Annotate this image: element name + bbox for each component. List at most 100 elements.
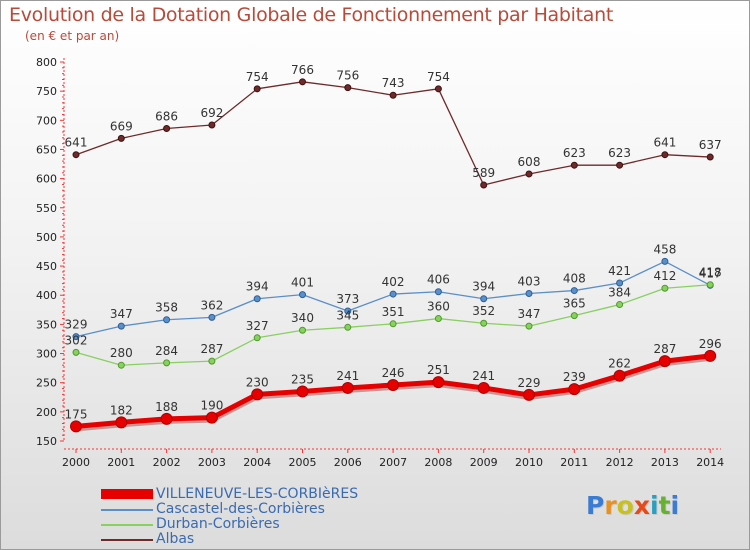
y-tick-label: 400: [36, 289, 57, 302]
data-point: [434, 85, 442, 93]
series-albas: [72, 78, 714, 189]
data-point: [706, 153, 714, 161]
data-label: 287: [653, 342, 676, 356]
logo-letter: x: [633, 491, 650, 520]
y-tick-label: 350: [36, 318, 57, 331]
data-label: 686: [155, 109, 178, 123]
data-point: [434, 288, 442, 296]
data-point: [344, 307, 352, 315]
data-point: [480, 295, 488, 303]
data-point: [613, 369, 626, 382]
data-point: [253, 334, 261, 342]
x-tick-label: 2004: [243, 456, 271, 469]
data-point: [661, 151, 669, 159]
data-point: [299, 78, 306, 86]
data-point: [434, 315, 442, 323]
data-point: [616, 301, 624, 309]
data-label: 669: [110, 119, 133, 133]
series-cascastel: [72, 257, 714, 341]
series-durban: [72, 281, 714, 369]
data-point: [570, 312, 578, 320]
data-point: [344, 323, 352, 331]
x-tick-label: 2013: [651, 456, 679, 469]
x-tick-label: 2005: [289, 456, 317, 469]
x-tick-label: 2003: [198, 456, 226, 469]
data-label: 246: [382, 366, 405, 380]
data-label: 412: [653, 269, 676, 283]
legend-label: Cascastel-des-Corbières: [156, 501, 325, 517]
legend-swatch: [101, 489, 153, 499]
axes: 150 200 250 300 350 400 450 500 550 600 650 700 750 8…: [36, 56, 724, 469]
legend-label: VILLENEUVE-LES-CORBIèRES: [156, 486, 359, 502]
data-label: 402: [382, 275, 405, 289]
legend-swatch: [101, 524, 153, 526]
data-label: 239: [563, 370, 586, 384]
data-label: 296: [699, 337, 722, 351]
data-label: 280: [110, 346, 133, 360]
data-label: 641: [65, 136, 88, 150]
data-label: 251: [427, 363, 450, 377]
data-label: 418: [699, 266, 722, 280]
data-label: 347: [518, 307, 541, 321]
data-labels-layer: 641 669 686 692 754 766 756 743 754 589 608 623 623 6…: [65, 63, 722, 422]
data-point: [389, 320, 397, 328]
series-layer: [70, 78, 717, 433]
data-point: [480, 181, 488, 189]
data-point: [117, 322, 125, 330]
data-point: [115, 416, 128, 429]
data-label: 608: [518, 155, 541, 169]
data-point: [72, 151, 80, 159]
y-tick-label: 650: [36, 143, 57, 156]
data-label: 362: [200, 298, 223, 312]
data-label: 641: [653, 136, 676, 150]
data-label: 589: [472, 166, 495, 180]
data-label: 408: [563, 272, 586, 286]
data-point: [72, 333, 80, 341]
data-label: 329: [65, 318, 88, 332]
data-label: 188: [155, 400, 178, 414]
data-label: 347: [110, 307, 133, 321]
logo-letter: i: [670, 491, 680, 520]
x-tick-label: 2001: [107, 456, 135, 469]
data-point: [568, 383, 581, 396]
data-point: [117, 361, 125, 369]
y-tick-label: 200: [36, 406, 57, 419]
legend-swatch: [101, 509, 153, 511]
data-point: [208, 313, 216, 321]
data-point: [525, 322, 533, 330]
x-tick-label: 2008: [424, 456, 452, 469]
data-label: 766: [291, 63, 314, 77]
data-label: 637: [699, 138, 722, 152]
data-label: 394: [472, 280, 495, 294]
data-label: 241: [336, 369, 359, 383]
proxiti-logo: Proxiti: [586, 491, 679, 520]
data-label: 406: [427, 273, 450, 287]
data-point: [208, 357, 216, 365]
data-label: 458: [653, 242, 676, 256]
data-point: [432, 376, 445, 389]
x-tick-label: 2010: [515, 456, 543, 469]
x-tick-label: 2006: [334, 456, 362, 469]
data-label: 417: [699, 266, 722, 280]
data-label: 262: [608, 357, 631, 371]
data-point: [525, 170, 533, 178]
y-tick-label: 300: [36, 348, 57, 361]
y-tick-label: 750: [36, 85, 57, 98]
data-point: [163, 316, 171, 324]
legend-label: Durban-Corbières: [156, 516, 280, 532]
logo-letter: t: [658, 491, 671, 520]
data-point: [523, 388, 535, 401]
data-point: [299, 291, 306, 299]
x-tick-label: 2012: [606, 456, 634, 469]
data-point: [163, 359, 171, 367]
legend-swatch: [101, 539, 153, 541]
data-label: 229: [518, 376, 541, 390]
y-tick-label: 800: [36, 56, 57, 69]
chart-subtitle: (en € et par an): [25, 29, 120, 43]
data-point: [616, 161, 624, 169]
data-label: 175: [65, 407, 88, 421]
x-tick-label: 2002: [153, 456, 181, 469]
chart-title: Evolution de la Dotation Globale de Fonc…: [9, 4, 614, 26]
data-point: [70, 420, 82, 433]
